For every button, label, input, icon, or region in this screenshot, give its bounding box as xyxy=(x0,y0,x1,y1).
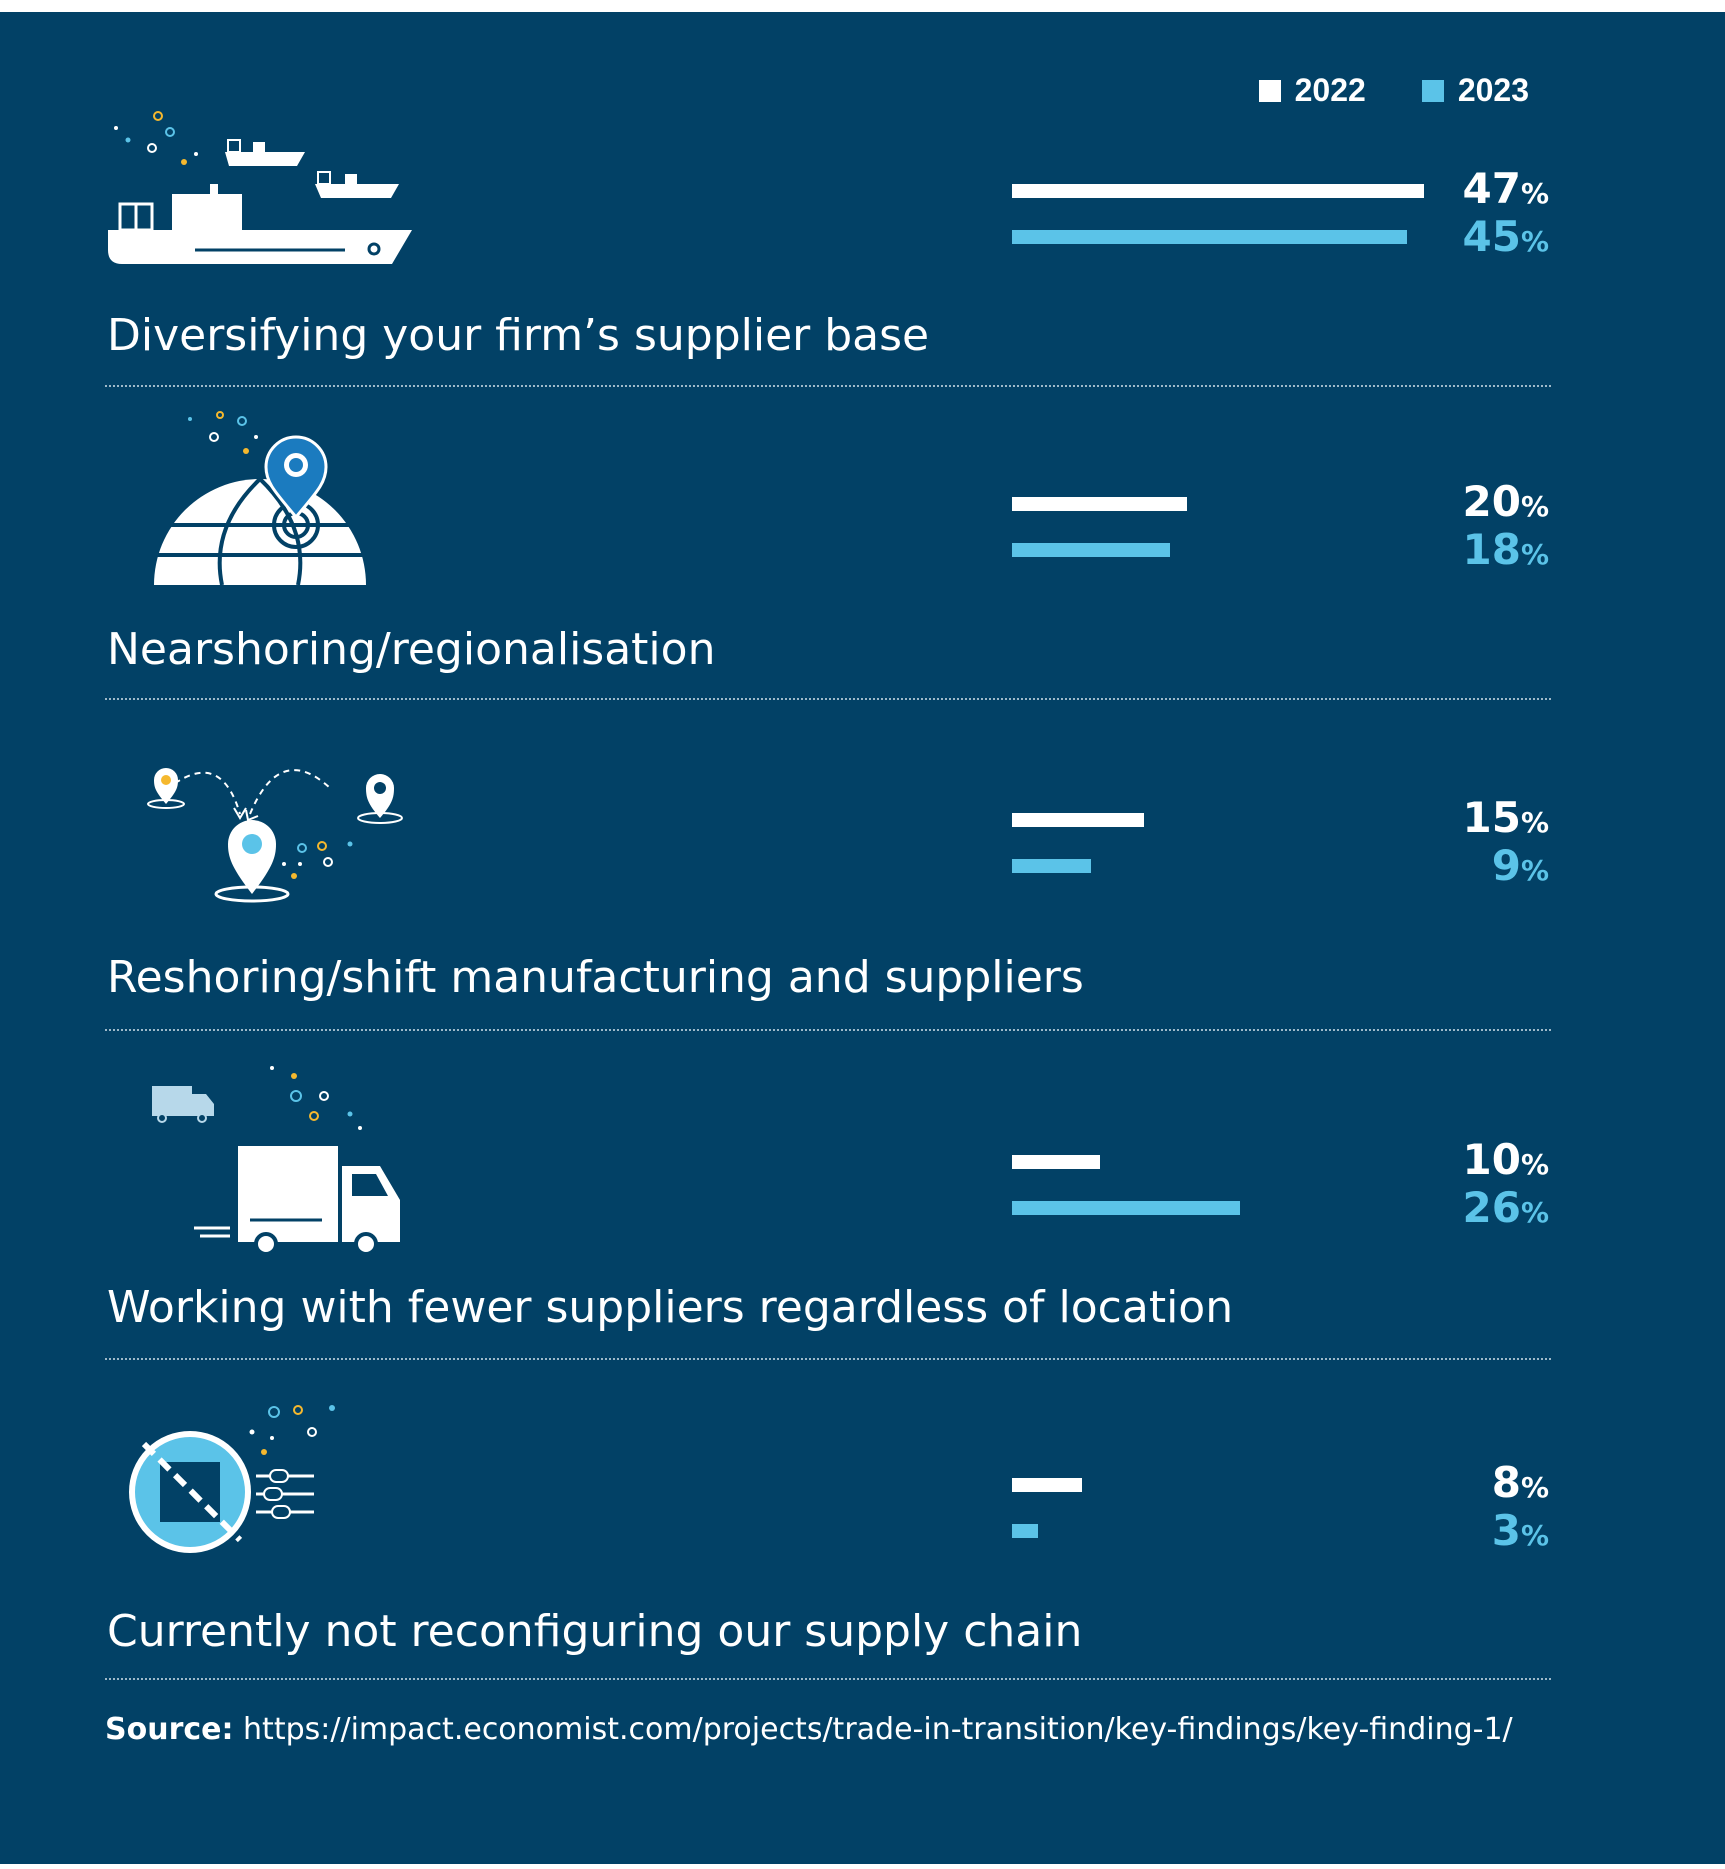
bar-2022-diversifying xyxy=(1012,184,1424,198)
infographic-panel: 2022 2023 47% 45% xyxy=(0,12,1725,1864)
value-2022-not-reconfiguring: 8% xyxy=(1492,1458,1549,1507)
value-number: 3 xyxy=(1491,1506,1521,1555)
legend-label-2023: 2023 xyxy=(1457,72,1529,108)
value-2023-not-reconfiguring: 3% xyxy=(1492,1506,1549,1555)
bar-2023-fewer-suppliers xyxy=(1012,1201,1240,1215)
row-divider xyxy=(105,1358,1551,1360)
value-number: 26 xyxy=(1462,1183,1521,1232)
delivery-truck-icon xyxy=(152,1066,400,1256)
legend-swatch-2022 xyxy=(1258,79,1281,102)
value-unit: % xyxy=(1520,1196,1549,1229)
source-note: Source: https://impact.economist.com/pro… xyxy=(105,1712,1513,1747)
value-2023-nearshoring: 18% xyxy=(1462,525,1549,574)
value-2023-fewer-suppliers: 26% xyxy=(1462,1183,1549,1232)
category-label-nearshoring: Nearshoring/regionalisation xyxy=(107,624,716,675)
category-label-fewer-suppliers: Working with fewer suppliers regardless … xyxy=(107,1282,1234,1333)
value-2022-fewer-suppliers: 10% xyxy=(1462,1135,1549,1184)
value-number: 20 xyxy=(1462,477,1521,526)
row-divider xyxy=(105,385,1551,387)
value-number: 9 xyxy=(1491,841,1521,890)
value-2022-reshoring: 15% xyxy=(1462,793,1549,842)
row-divider xyxy=(105,1029,1551,1031)
cargo-ships-icon xyxy=(108,111,412,264)
bar-2023-not-reconfiguring xyxy=(1012,1524,1038,1538)
chart-legend: 2022 2023 xyxy=(1258,72,1529,109)
bar-2022-not-reconfiguring xyxy=(1012,1478,1082,1492)
legend-swatch-2023 xyxy=(1421,79,1444,102)
value-number: 15 xyxy=(1462,793,1521,842)
value-2023-reshoring: 9% xyxy=(1492,841,1549,890)
value-2022-nearshoring: 20% xyxy=(1462,477,1549,526)
legend-item-2022: 2022 xyxy=(1258,72,1366,109)
legend-label-2022: 2022 xyxy=(1294,72,1366,108)
bar-2022-fewer-suppliers xyxy=(1012,1155,1100,1169)
source-label: Source: xyxy=(105,1712,234,1747)
value-number: 47 xyxy=(1462,164,1521,213)
value-2022-diversifying: 47% xyxy=(1462,164,1549,213)
value-number: 45 xyxy=(1462,212,1521,261)
relocation-pins-icon xyxy=(147,768,403,903)
globe-location-pin-icon xyxy=(154,411,366,586)
value-number: 8 xyxy=(1491,1458,1521,1507)
no-reconfiguration-icon xyxy=(129,1405,335,1553)
value-unit: % xyxy=(1520,490,1549,523)
value-number: 10 xyxy=(1462,1135,1521,1184)
value-unit: % xyxy=(1520,177,1549,210)
value-unit: % xyxy=(1520,1148,1549,1181)
value-unit: % xyxy=(1520,538,1549,571)
bar-2022-nearshoring xyxy=(1012,497,1187,511)
row-divider xyxy=(105,1678,1551,1680)
value-2023-diversifying: 45% xyxy=(1462,212,1549,261)
bar-2023-nearshoring xyxy=(1012,543,1170,557)
bar-2022-reshoring xyxy=(1012,813,1144,827)
value-number: 18 xyxy=(1462,525,1521,574)
value-unit: % xyxy=(1520,225,1549,258)
category-label-reshoring: Reshoring/shift manufacturing and suppli… xyxy=(107,952,1084,1003)
source-url[interactable]: https://impact.economist.com/projects/tr… xyxy=(243,1712,1513,1747)
value-unit: % xyxy=(1520,806,1549,839)
value-unit: % xyxy=(1520,1519,1549,1552)
legend-item-2023: 2023 xyxy=(1421,72,1529,109)
row-divider xyxy=(105,698,1551,700)
category-label-diversifying: Diversifying your firm’s supplier base xyxy=(107,310,930,361)
bar-2023-reshoring xyxy=(1012,859,1091,873)
value-unit: % xyxy=(1520,854,1549,887)
bar-2023-diversifying xyxy=(1012,230,1407,244)
value-unit: % xyxy=(1520,1471,1549,1504)
category-label-not-reconfiguring: Currently not reconfiguring our supply c… xyxy=(107,1606,1083,1657)
